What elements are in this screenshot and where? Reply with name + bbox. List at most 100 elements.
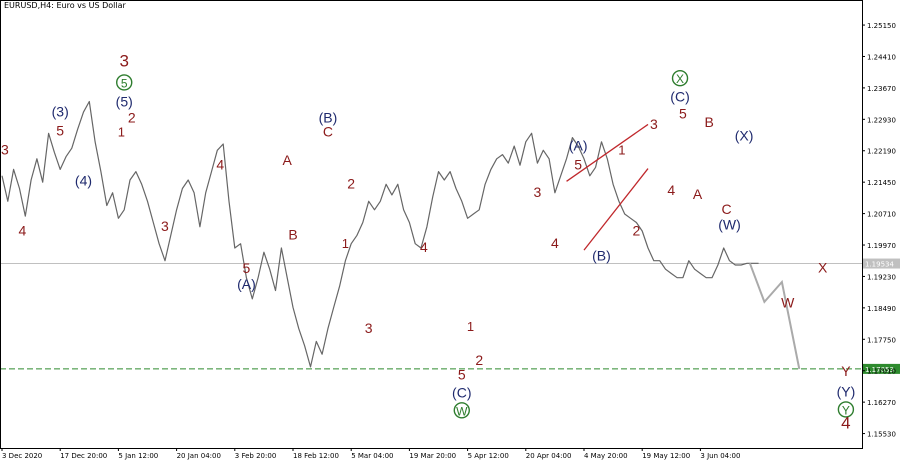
x-tick-label-11: 19 May 12:00 xyxy=(642,452,690,460)
trendline-0 xyxy=(566,123,649,182)
price-series xyxy=(1,100,759,368)
x-axis: 3 Dec 2020 17 Dec 20:00 5 Jan 12:00 20 Jan … xyxy=(1,448,740,460)
wave-label-circle-38 xyxy=(671,70,689,87)
wave-label-49: 4 xyxy=(841,413,850,432)
chart-header: EURUSD,H4: Euro vs US Dollar xyxy=(4,1,126,10)
wave-label-21: 3 xyxy=(365,320,373,336)
projection-series xyxy=(748,262,801,370)
wave-label-14: A xyxy=(283,152,293,168)
wave-label-28: 4 xyxy=(551,235,559,251)
wave-label-24: 2 xyxy=(475,352,483,368)
x-tick-label-0: 3 Dec 2020 xyxy=(2,452,42,460)
x-tick-label-4: 3 Feb 20:00 xyxy=(235,452,276,460)
wave-label-6: 5 xyxy=(121,76,128,90)
wave-label-4: (4) xyxy=(75,173,92,189)
x-tick-label-10: 4 May 20:00 xyxy=(584,452,628,460)
level-tag-0: 1.19534 xyxy=(865,261,894,269)
trendlines xyxy=(566,123,649,251)
chart-timeframe: H4 xyxy=(40,1,51,10)
y-tick-label-6: 1.20710 xyxy=(867,211,896,219)
wave-label-27: 3 xyxy=(534,184,542,200)
x-tick-label-2: 5 Jan 12:00 xyxy=(118,452,158,460)
wave-label-47: (Y) xyxy=(837,384,856,400)
wave-label-circle-6 xyxy=(116,74,133,91)
price-line xyxy=(1,100,759,368)
wave-label-7: (5) xyxy=(116,94,133,110)
wave-label-11: 4 xyxy=(216,156,224,172)
plot-frame xyxy=(0,0,863,449)
level-tag-1: 1.17053 xyxy=(865,366,894,374)
wave-label-5: 3 xyxy=(119,52,128,71)
wave-label-29: (A) xyxy=(569,137,588,153)
wave-label-16: (B) xyxy=(319,110,338,126)
y-tick-label-11: 1.17010 xyxy=(867,368,896,376)
wave-label-10: 3 xyxy=(161,218,169,234)
wave-label-43: (W) xyxy=(718,217,741,233)
wave-label-17: C xyxy=(323,124,333,140)
y-tick-label-5: 1.21450 xyxy=(867,179,896,187)
wave-label-31: (B) xyxy=(592,248,611,264)
x-tick-label-3: 20 Jan 04:00 xyxy=(177,452,221,460)
y-tick-label-2: 1.23670 xyxy=(867,85,896,93)
x-tick-label-9: 20 Apr 04:00 xyxy=(526,452,572,460)
y-tick-label-0: 1.25150 xyxy=(867,22,896,30)
x-tick-label-8: 5 Apr 12:00 xyxy=(468,452,509,460)
wave-label-13: (A) xyxy=(237,276,256,292)
chart-description: Euro vs US Dollar xyxy=(56,1,126,10)
y-tick-label-7: 1.19970 xyxy=(867,242,896,250)
wave-label-36: 5 xyxy=(679,105,687,121)
y-tick-label-13: 1.15530 xyxy=(867,431,896,439)
y-tick-label-12: 1.16270 xyxy=(867,399,896,407)
price-levels: 1.19534 1.17053 xyxy=(0,258,900,374)
wave-label-30: 5 xyxy=(574,156,582,172)
trendline-1 xyxy=(583,168,649,251)
level-tag-bg-0 xyxy=(863,258,900,269)
wave-label-35: 4 xyxy=(667,182,675,198)
y-axis: 1.25150 1.24410 1.23670 1.22930 1.22190 1.214… xyxy=(862,22,896,439)
x-tick-label-1: 17 Dec 20:00 xyxy=(60,452,107,460)
wave-label-26: W xyxy=(456,404,468,418)
y-tick-label-3: 1.22930 xyxy=(867,116,896,124)
wave-label-9: 1 xyxy=(118,125,125,140)
wave-label-8: 2 xyxy=(128,110,136,126)
wave-label-40: B xyxy=(704,114,713,130)
y-tick-label-1: 1.24410 xyxy=(867,53,896,61)
x-tick-label-5: 18 Feb 12:00 xyxy=(293,452,339,460)
wave-label-0: 3 xyxy=(1,142,9,158)
wave-label-41: (X) xyxy=(735,128,754,144)
projection-line xyxy=(748,262,801,370)
wave-label-44: X xyxy=(818,260,828,276)
wave-label-33: 2 xyxy=(632,222,640,238)
chart-symbol: EURUSD xyxy=(4,1,38,10)
wave-label-37: (C) xyxy=(670,88,689,104)
wave-label-25: (C) xyxy=(452,384,471,400)
wave-label-circle-26 xyxy=(453,402,470,419)
y-tick-label-10: 1.17750 xyxy=(867,336,896,344)
wave-label-20: 4 xyxy=(420,239,428,255)
wave-label-15: B xyxy=(288,226,297,242)
wave-label-46: Y xyxy=(841,363,851,379)
y-tick-label-4: 1.22190 xyxy=(867,148,896,156)
wave-label-18: 2 xyxy=(347,176,355,192)
wave-label-19: 1 xyxy=(342,236,349,251)
y-tick-label-9: 1.18490 xyxy=(867,305,896,313)
x-tick-label-7: 19 Mar 20:00 xyxy=(409,452,456,460)
x-tick-label-6: 5 Mar 04:00 xyxy=(351,452,393,460)
wave-label-42: C xyxy=(722,201,732,217)
wave-label-32: 1 xyxy=(618,143,625,158)
wave-label-48: Y xyxy=(842,403,850,417)
wave-label-34: 3 xyxy=(650,116,658,132)
wave-label-12: 5 xyxy=(243,260,251,276)
x-tick-label-12: 3 Jun 04:00 xyxy=(700,452,740,460)
wave-label-23: 5 xyxy=(458,367,466,383)
wave-label-1: 4 xyxy=(18,222,26,238)
wave-label-38: X xyxy=(676,72,684,86)
wave-label-2: (3) xyxy=(52,103,69,119)
wave-label-22: 1 xyxy=(467,319,474,334)
wave-label-39: A xyxy=(693,186,703,202)
wave-label-45: W xyxy=(781,294,795,310)
wave-label-3: 5 xyxy=(56,122,64,138)
level-tag-bg-1 xyxy=(863,363,900,374)
